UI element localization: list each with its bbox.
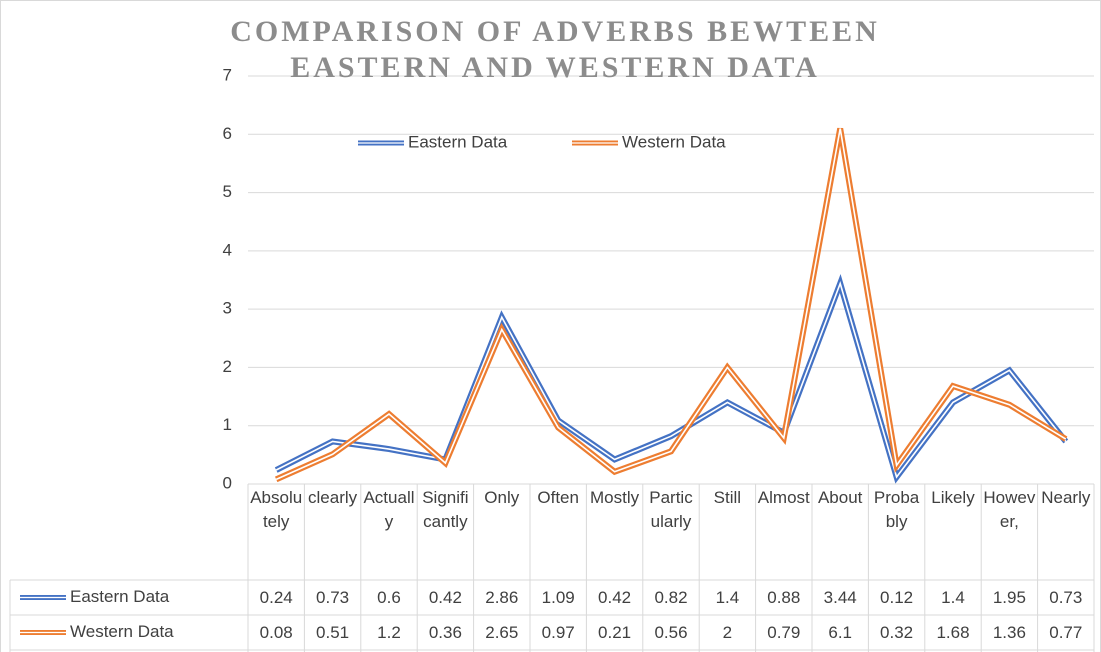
table-value: 1.09 bbox=[541, 588, 575, 607]
y-tick-label: 4 bbox=[223, 240, 232, 259]
x-tick-label: Probably bbox=[873, 488, 920, 531]
table-value: 0.42 bbox=[428, 588, 462, 607]
table-value: 0.24 bbox=[259, 588, 293, 607]
x-tick-label: Still bbox=[713, 488, 742, 507]
table-value: 1.2 bbox=[377, 623, 401, 642]
y-tick-label: 6 bbox=[223, 124, 232, 143]
x-tick-label: Particularly bbox=[649, 488, 693, 531]
x-tick-label: Absolutely bbox=[250, 488, 303, 531]
table-series-label: Eastern Data bbox=[70, 587, 170, 606]
table-value: 2 bbox=[722, 623, 733, 642]
table-value: 6.1 bbox=[828, 623, 853, 642]
x-tick-label: About bbox=[817, 488, 863, 507]
x-tick-label: Nearly bbox=[1041, 488, 1091, 507]
table-value: 0.6 bbox=[377, 588, 401, 607]
table-value: 0.21 bbox=[598, 623, 632, 642]
legend-label: Eastern Data bbox=[408, 132, 508, 151]
y-tick-label: 5 bbox=[223, 182, 232, 201]
table-value: 1.36 bbox=[992, 623, 1026, 642]
chart-title: COMPARISON OF ADVERBS BEWTEEN EASTERN AN… bbox=[230, 15, 880, 84]
x-tick-label: Significantly bbox=[422, 488, 469, 531]
table-value: 0.77 bbox=[1049, 623, 1083, 642]
y-tick-label: 1 bbox=[223, 415, 232, 434]
table-value: 1.95 bbox=[992, 588, 1026, 607]
series-line-inner bbox=[275, 128, 1067, 481]
series-line bbox=[274, 127, 1068, 483]
table-value: 0.32 bbox=[880, 623, 914, 642]
table-value: 0.88 bbox=[767, 588, 801, 607]
x-tick-label: clearly bbox=[308, 488, 358, 507]
x-tick-label: Mostly bbox=[590, 488, 640, 507]
table-value: 0.12 bbox=[880, 588, 914, 607]
table-value: 0.51 bbox=[316, 623, 350, 642]
table-value: 0.56 bbox=[654, 623, 688, 642]
x-tick-label: Actually bbox=[363, 488, 415, 531]
table-value: 2.86 bbox=[485, 588, 519, 607]
x-tick-label: However, bbox=[983, 488, 1036, 531]
series-line-inner bbox=[275, 280, 1067, 479]
table-value: 0.73 bbox=[1049, 588, 1083, 607]
table-value: 0.42 bbox=[598, 588, 632, 607]
y-tick-label: 2 bbox=[223, 357, 232, 376]
y-tick-label: 3 bbox=[223, 299, 232, 318]
table-value: 0.36 bbox=[428, 623, 462, 642]
table-series-label: Western Data bbox=[70, 622, 174, 641]
table-value: 1.68 bbox=[936, 623, 970, 642]
table-value: 2.65 bbox=[485, 623, 519, 642]
table-value: 0.73 bbox=[316, 588, 350, 607]
table-value: 0.82 bbox=[654, 588, 688, 607]
table-value: 0.79 bbox=[767, 623, 801, 642]
x-tick-label: Often bbox=[537, 488, 579, 507]
y-tick-label: 0 bbox=[223, 473, 232, 492]
x-tick-label: Likely bbox=[931, 488, 975, 507]
y-tick-label: 7 bbox=[223, 65, 232, 84]
table-value: 0.97 bbox=[541, 623, 575, 642]
x-tick-label: Only bbox=[484, 488, 520, 507]
table-value: 1.4 bbox=[941, 588, 965, 607]
x-tick-label: Almost bbox=[757, 488, 810, 507]
table-value: 3.44 bbox=[823, 588, 857, 607]
table-value: 1.4 bbox=[715, 588, 740, 607]
table-value: 0.08 bbox=[259, 623, 293, 642]
legend-label: Western Data bbox=[622, 132, 726, 151]
